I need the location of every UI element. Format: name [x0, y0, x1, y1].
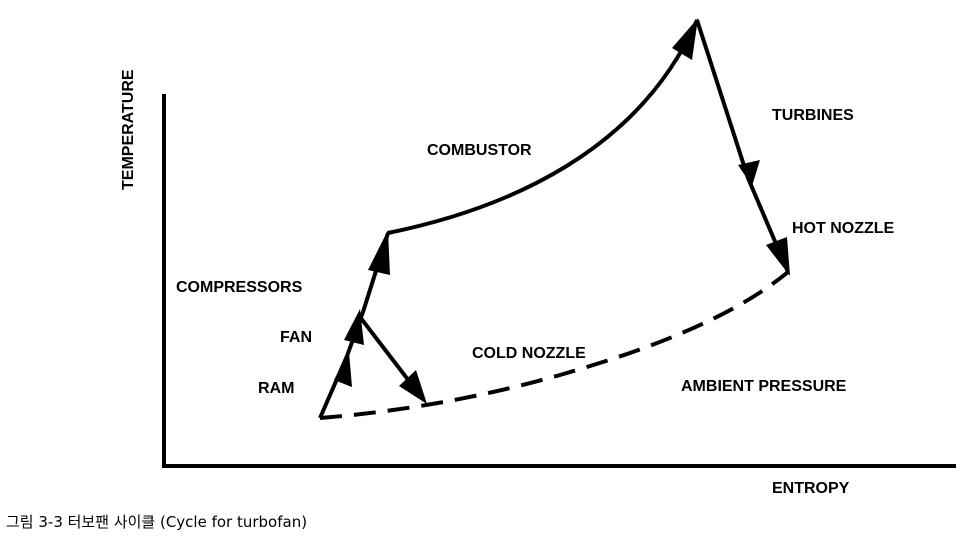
fan-label: FAN — [280, 329, 312, 346]
combustor-curve — [387, 19, 699, 235]
hot-nozzle-label: HOT NOZZLE — [792, 220, 895, 237]
turbines-arrowhead — [738, 160, 760, 186]
combustor-label: COMBUSTOR — [427, 142, 532, 159]
ambient-pressure-curve — [319, 270, 790, 420]
figure-caption: 그림 3-3 터보팬 사이클 (Cycle for turbofan) — [6, 513, 308, 531]
turbines-arrow — [695, 19, 750, 179]
x-axis-label: ENTROPY — [772, 480, 850, 497]
combustor-arrowhead — [672, 18, 698, 60]
ram-label: RAM — [258, 380, 294, 397]
ambient-pressure-label: AMBIENT PRESSURE — [681, 378, 847, 395]
hot-nozzle-arrowhead — [766, 237, 790, 276]
compressors-arrowhead — [368, 230, 390, 275]
y-axis-label: TEMPERATURE — [120, 69, 137, 190]
cold-nozzle-arrowhead — [399, 370, 427, 404]
compressors-label: COMPRESSORS — [176, 279, 303, 296]
turbines-label: TURBINES — [772, 107, 854, 124]
cold-nozzle-label: COLD NOZZLE — [472, 345, 586, 362]
ram-arrowhead — [334, 352, 352, 387]
